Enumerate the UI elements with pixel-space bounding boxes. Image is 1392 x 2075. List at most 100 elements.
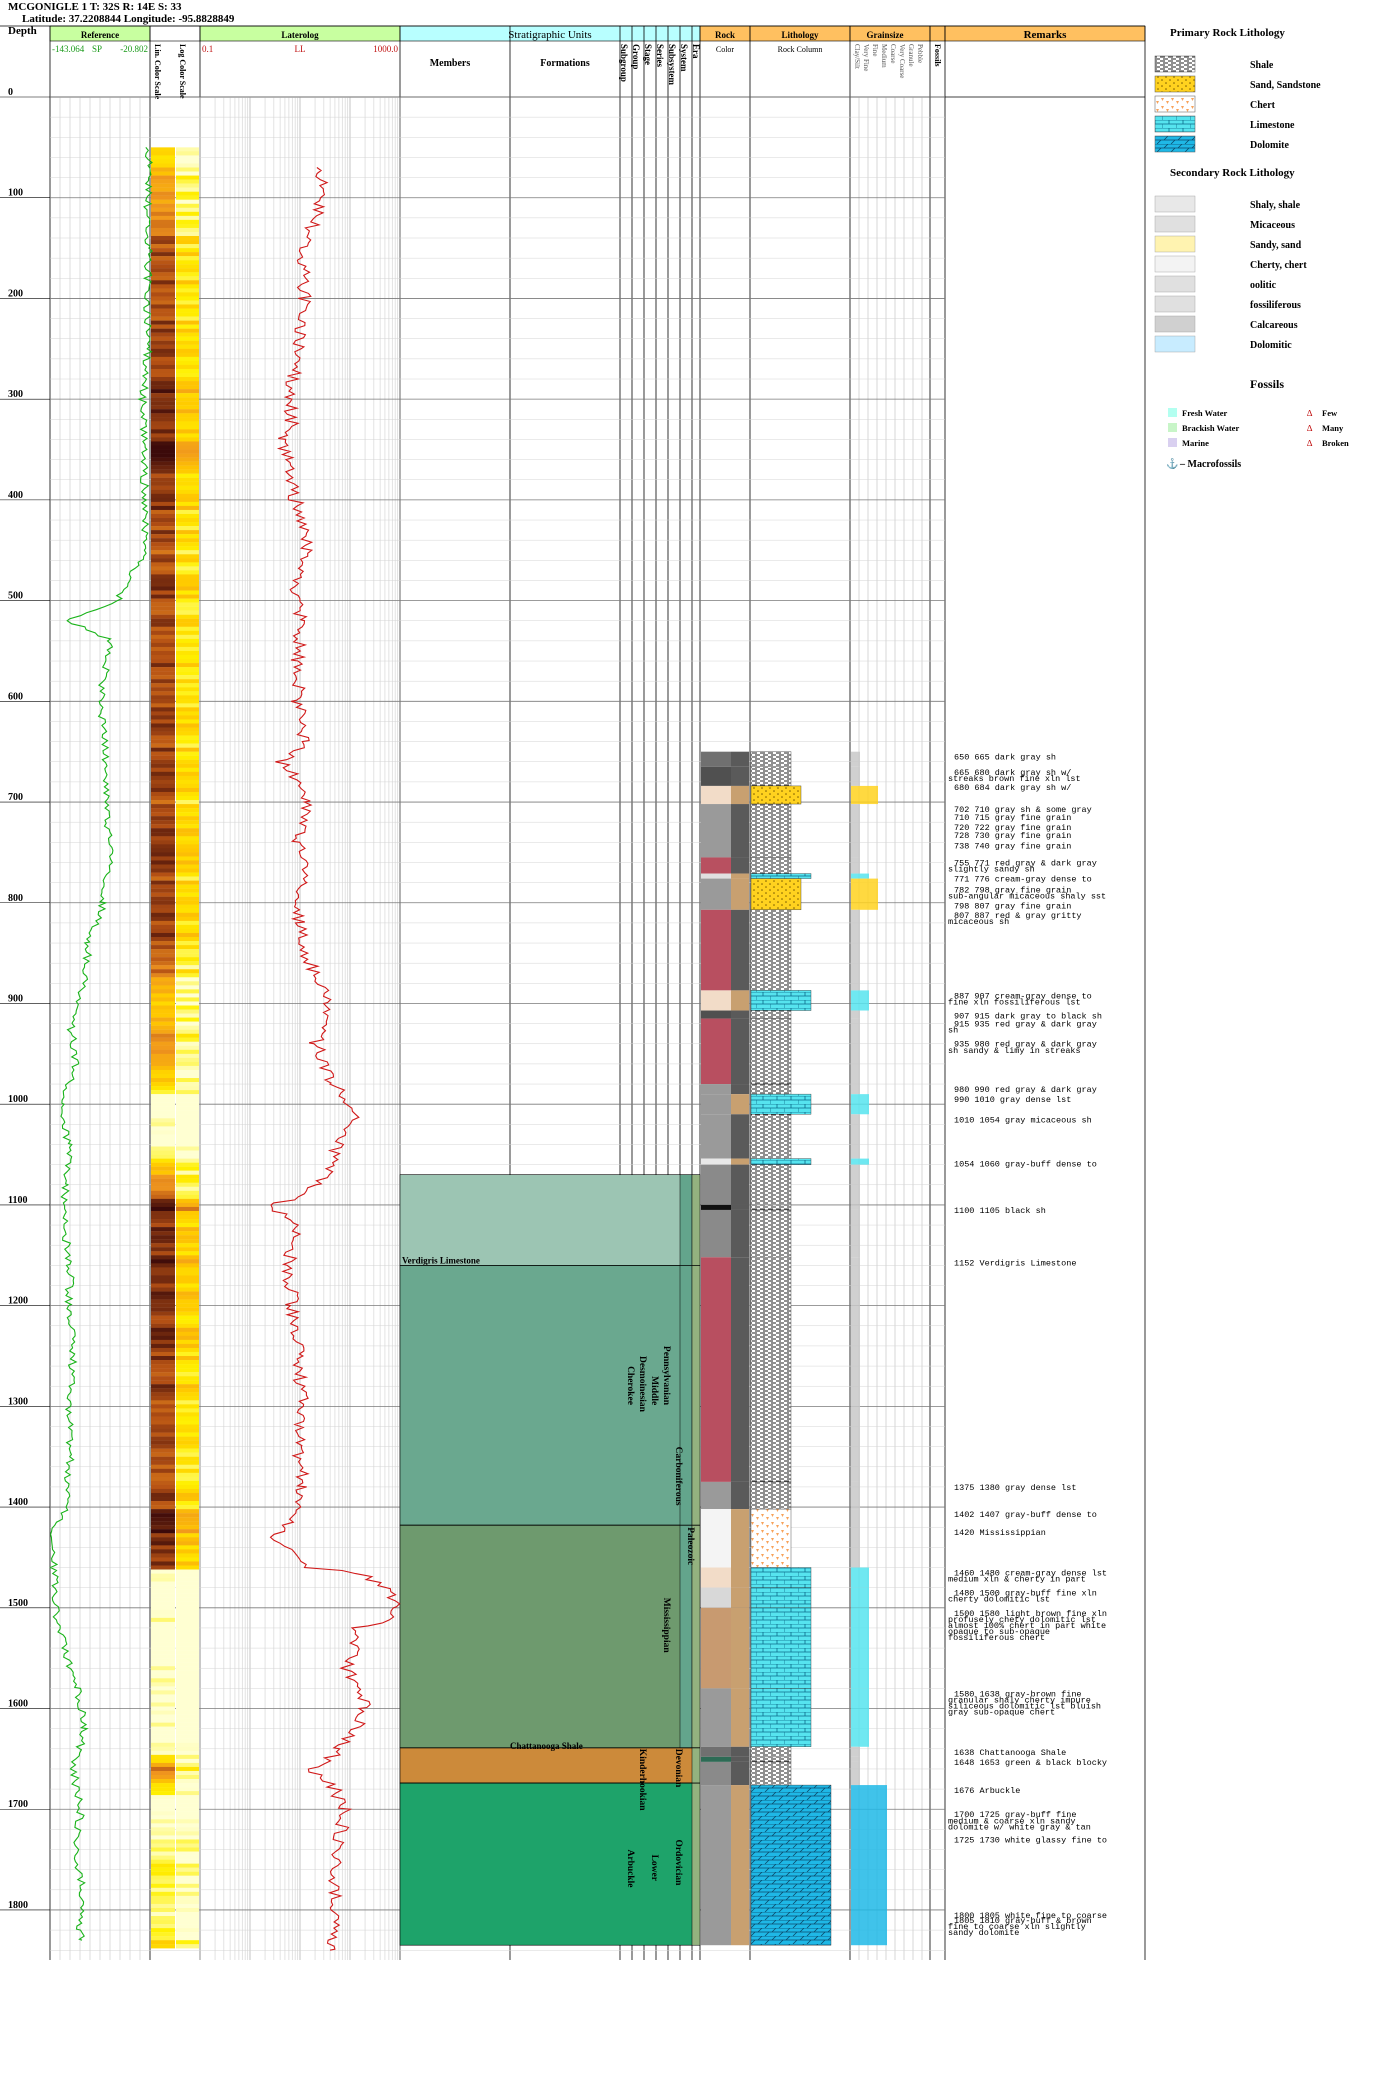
log-color-cell: [176, 1210, 199, 1216]
lin-color-cell: [151, 457, 175, 462]
lithology-interval-limestone: [750, 1587, 812, 1609]
lin-color-cell: [151, 1581, 175, 1586]
log-color-cell: [176, 598, 199, 603]
rock-color-secondary: [731, 1587, 749, 1608]
legend-primary-label: Limestone: [1250, 120, 1295, 131]
lin-color-cell: [151, 1214, 175, 1220]
lin-color-cell: [151, 957, 175, 962]
log-color-cell: [176, 1053, 199, 1059]
lin-color-cell: [151, 1190, 175, 1196]
subsystem-pennsylvanian: Pennsylvanian: [661, 1346, 671, 1406]
lin-color-cell: [151, 1827, 175, 1832]
depth-tick-label: 1000: [8, 1094, 28, 1105]
log-color-cell: [176, 679, 199, 684]
log-color-cell: [176, 227, 199, 233]
legend-secondary-label: Dolomitic: [1250, 340, 1292, 351]
lin-color-cell: [151, 1525, 175, 1530]
log-color-cell: [176, 977, 199, 982]
grain-rank-7: Pebble: [916, 44, 924, 63]
lin-color-cell: [151, 389, 175, 394]
log-color-cell: [176, 1327, 199, 1332]
log-color-cell: [176, 1738, 199, 1743]
log-color-cell: [176, 1654, 199, 1659]
lin-color-cell: [151, 606, 175, 611]
log-color-cell: [176, 1811, 199, 1816]
log-color-cell: [176, 719, 199, 724]
lin-color-cell: [151, 1158, 175, 1163]
lin-color-cell: [151, 526, 175, 531]
rock-color-secondary: [731, 766, 749, 786]
lin-color-cell: [151, 1662, 175, 1667]
lin-color-cell: [151, 1198, 175, 1204]
remark-line: streaks brown fine xln lst: [948, 774, 1081, 784]
legend-swatch-shale: [1154, 55, 1196, 73]
rock-color-secondary: [731, 873, 749, 879]
lin-color-cell: [151, 1134, 175, 1139]
log-color-cell: [176, 884, 199, 889]
log-color-cell: [176, 1605, 199, 1610]
log-color-cell: [176, 747, 199, 752]
rock-color-interval: [701, 1587, 731, 1608]
strat-rank-era: Era: [691, 44, 701, 59]
lin-color-cell: [151, 711, 175, 716]
lin-color-cell: [151, 155, 175, 160]
lin-color-cell: [151, 642, 175, 648]
log-color-cell: [176, 800, 199, 805]
log-color-cell: [176, 691, 199, 696]
lin-color-cell: [151, 1142, 175, 1147]
lin-color-cell: [151, 1150, 175, 1155]
log-color-cell: [176, 1436, 199, 1441]
lin-color-cell: [151, 1779, 175, 1784]
legend-abundance-label: Many: [1322, 423, 1344, 433]
lin-color-cell: [151, 836, 175, 841]
lin-color-cell: [151, 324, 175, 329]
log-color-cell: [176, 1017, 199, 1022]
lin-color-cell: [151, 453, 175, 458]
lin-color-cell: [151, 171, 175, 176]
log-color-cell: [176, 820, 199, 825]
log-color-cell: [176, 433, 199, 438]
log-color-cell: [176, 880, 199, 885]
log-color-cell: [176, 860, 199, 865]
lithology-interval-shale: [750, 1114, 792, 1159]
lin-color-cell: [151, 1206, 175, 1212]
log-color-cell: [176, 1629, 199, 1635]
lin-color-cell: [151, 1073, 175, 1079]
log-color-cell: [176, 1158, 199, 1163]
log-color-cell: [176, 659, 199, 664]
log-color-cell: [176, 731, 199, 736]
lin-color-cell: [151, 1903, 175, 1909]
log-color-cell: [176, 1658, 199, 1663]
lithology-interval-shale: [750, 1010, 792, 1019]
lin-color-cell: [151, 1754, 175, 1760]
lin-color-cell: [151, 1517, 175, 1522]
lin-color-cell: [151, 715, 175, 720]
log-color-cell: [176, 1396, 199, 1401]
lin-color-cell: [151, 1323, 175, 1328]
lin-color-cell: [151, 1194, 175, 1200]
grain-rank-2: Fine: [871, 44, 879, 56]
lin-color-cell: [151, 663, 175, 668]
log-color-cell: [176, 941, 199, 946]
log-color-cell: [176, 1617, 199, 1623]
log-color-cell: [176, 1025, 199, 1030]
log-color-cell: [176, 699, 199, 704]
lin-color-cell: [151, 1654, 175, 1659]
grainsize-bar: [851, 878, 878, 910]
log-color-cell: [176, 1416, 199, 1421]
log-color-cell: [176, 1323, 199, 1328]
log-color-cell: [176, 1799, 199, 1804]
lin-color-cell: [151, 981, 175, 986]
lin-color-cell: [151, 1126, 175, 1131]
lin-color-cell: [151, 888, 175, 893]
log-color-cell: [176, 687, 199, 692]
legend-secondary-label: Cherty, chert: [1250, 260, 1307, 271]
log-color-cell: [176, 368, 199, 374]
lin-color-cell: [151, 1698, 175, 1703]
log-color-cell: [176, 304, 199, 309]
log-color-cell: [176, 292, 199, 297]
log-color-cell: [176, 1206, 199, 1212]
lin-color-cell: [151, 1815, 175, 1820]
log-color-cell: [176, 993, 199, 998]
legend-secondary-swatch: [1154, 315, 1196, 333]
